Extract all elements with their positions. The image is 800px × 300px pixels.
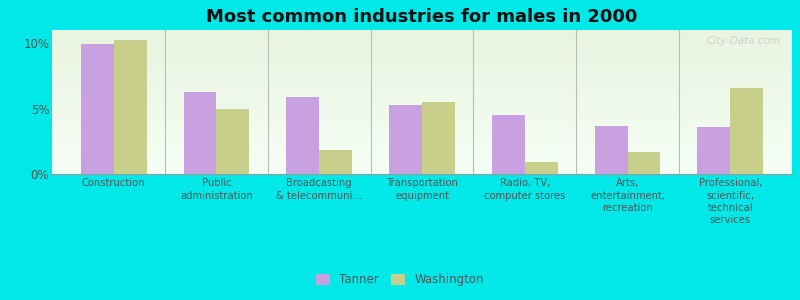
Bar: [525, 162, 558, 174]
Legend: Tanner, Washington: Tanner, Washington: [311, 269, 489, 291]
Title: Most common industries for males in 2000: Most common industries for males in 2000: [206, 8, 638, 26]
Bar: [81, 44, 114, 174]
Bar: [114, 40, 146, 174]
Text: City-Data.com: City-Data.com: [706, 36, 781, 46]
Bar: [594, 126, 627, 174]
Bar: [389, 105, 422, 174]
Bar: [217, 109, 250, 174]
Bar: [319, 150, 352, 174]
Bar: [492, 115, 525, 174]
Bar: [286, 97, 319, 174]
Bar: [730, 88, 763, 174]
Bar: [183, 92, 217, 174]
Bar: [627, 152, 661, 174]
Bar: [422, 102, 455, 174]
Bar: [698, 127, 730, 174]
